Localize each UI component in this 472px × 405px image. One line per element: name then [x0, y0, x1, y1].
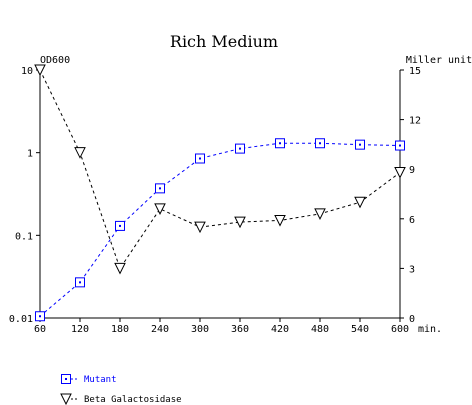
x-tick-label: 300 — [191, 324, 209, 335]
legend-marker-beta-galactosidase — [60, 393, 72, 405]
series-line-beta-galactosidase — [39, 69, 401, 270]
data-point-mutant — [155, 183, 165, 194]
right-axis-title: Miller units — [406, 55, 472, 66]
data-point-beta-galactosidase — [154, 203, 166, 215]
data-point-mutant — [115, 220, 125, 231]
legend-label-beta-galactosidase: Beta Galactosidase — [84, 395, 182, 405]
right-tick-label: 6 — [409, 215, 415, 226]
left-tick-label: 1 — [27, 149, 33, 160]
chart-title: Rich Medium — [170, 32, 278, 51]
right-tick-label: 3 — [409, 264, 415, 275]
right-tick-label: 15 — [409, 66, 421, 77]
data-point-mutant — [195, 153, 205, 164]
data-point-mutant — [235, 143, 245, 154]
x-tick-label: 360 — [231, 324, 249, 335]
x-tick-label: 420 — [271, 324, 289, 335]
right-tick-label: 9 — [409, 165, 415, 176]
markers-layer — [34, 64, 406, 322]
data-point-mutant — [395, 140, 405, 151]
left-axis-title: OD600 — [40, 55, 70, 66]
data-point-beta-galactosidase — [114, 262, 126, 275]
data-point-beta-galactosidase — [274, 214, 286, 227]
right-tick-label: 12 — [409, 116, 421, 127]
legend-label-mutant: Mutant — [84, 375, 117, 385]
x-tick-label: 60 — [34, 324, 46, 335]
lines-layer — [39, 69, 401, 317]
data-point-beta-galactosidase — [74, 147, 86, 159]
legend: Mutant Beta Galactosidase — [60, 374, 182, 405]
data-point-beta-galactosidase — [314, 208, 326, 220]
left-tick-label: 0.1 — [15, 231, 33, 242]
x-tick-label: 600 — [391, 324, 409, 335]
data-point-mutant — [35, 311, 45, 322]
ticks-layer: 60 120 180 240 300 360 420 480 540 600 min.0.010.1… — [9, 66, 442, 335]
left-tick-label: 10 — [21, 66, 33, 77]
data-point-beta-galactosidase — [234, 216, 246, 229]
x-tick-label: 180 — [111, 324, 129, 335]
data-point-mutant — [355, 139, 365, 150]
data-point-beta-galactosidase — [194, 221, 206, 234]
data-point-mutant — [75, 277, 85, 288]
series-line-mutant — [39, 142, 401, 317]
data-point-beta-galactosidase — [394, 167, 406, 179]
data-point-mutant — [315, 138, 325, 149]
x-tick-label: 540 — [351, 324, 369, 335]
data-point-mutant — [275, 138, 285, 149]
legend-marker-mutant — [61, 374, 71, 384]
x-unit-label: min. — [418, 324, 442, 335]
left-tick-label: 0.01 — [9, 314, 33, 325]
right-tick-label: 0 — [409, 314, 415, 325]
x-tick-label: 240 — [151, 324, 169, 335]
data-point-beta-galactosidase — [354, 196, 366, 209]
x-tick-label: 480 — [311, 324, 329, 335]
x-tick-label: 120 — [71, 324, 89, 335]
data-point-beta-galactosidase — [34, 64, 46, 77]
